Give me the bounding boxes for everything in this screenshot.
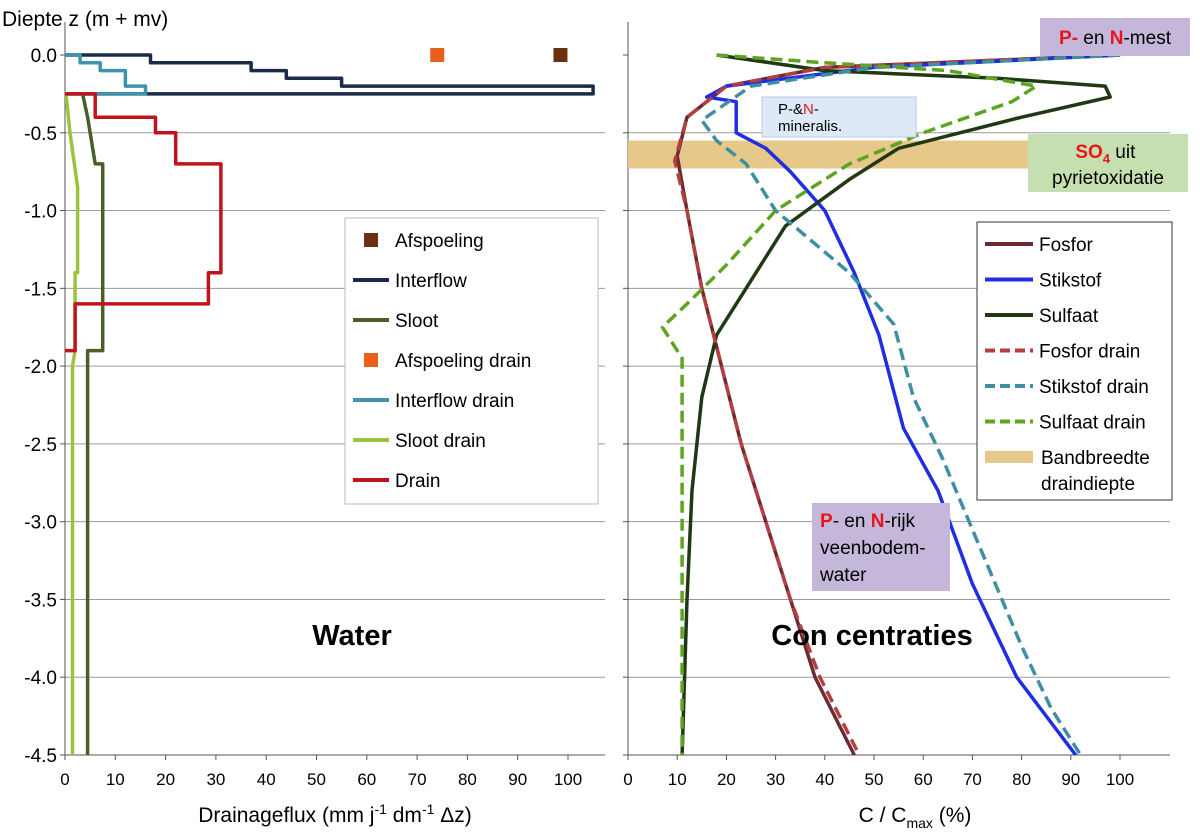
annotation-so4-box — [1028, 134, 1188, 192]
legend-label-stikstof: Stikstof — [1039, 271, 1102, 292]
annotation-mest-box — [1040, 18, 1190, 56]
water-y-tick-label: -2.0 — [24, 357, 57, 378]
conc-x-tick-label: 30 — [766, 770, 785, 789]
legend-label-fosfor: Fosfor — [1039, 235, 1094, 256]
conc-x-tick-label: 70 — [963, 770, 982, 789]
legend-label-interflow-drain: Interflow drain — [395, 391, 514, 412]
legend-label-interflow: Interflow — [395, 271, 467, 292]
water-x-tick-label: 30 — [206, 770, 225, 789]
legend-label-sloot: Sloot — [395, 311, 439, 332]
water-x-axis-title: Drainageflux (mm j-1 dm-1 Δz) — [198, 801, 472, 827]
water-x-tick-label: 20 — [156, 770, 175, 789]
water-panel-label: Water — [312, 620, 392, 652]
conc-x-ticks: 0 10 20 30 40 50 60 70 80 90 100 — [623, 755, 1134, 789]
water-series — [65, 48, 595, 755]
water-y-tick-label: -4.5 — [24, 746, 57, 767]
legend-label-stikstof-drain: Stikstof drain — [1039, 377, 1149, 398]
water-x-tick-label: 60 — [357, 770, 376, 789]
water-x-tick-label: 0 — [60, 770, 69, 789]
water-panel: 0.0-0.5-1.0-1.5-2.0-2.5-3.0-3.5-4.0-4.5 … — [24, 22, 605, 827]
legend-label-bandbreedte-draindiepte-line2: draindiepte — [1041, 474, 1135, 495]
water-legend-box — [344, 217, 599, 505]
line-sloot — [80, 93, 105, 755]
legend-label-bandbreedte-draindiepte: Bandbreedte — [1041, 448, 1150, 469]
conc-x-tick-label: 40 — [815, 770, 834, 789]
water-x-tick-label: 40 — [257, 770, 276, 789]
marker-afspoeling-drain — [430, 48, 445, 62]
legend-label-fosfor-drain: Fosfor drain — [1039, 342, 1140, 363]
water-y-tick-label: -3.5 — [24, 590, 57, 611]
water-y-tick-label: -4.0 — [24, 668, 57, 689]
water-y-tick-label: -0.5 — [24, 124, 57, 145]
water-y-tick-label: 0.0 — [31, 46, 57, 67]
conc-x-tick-label: 20 — [717, 770, 736, 789]
annotation-veen: P- en N-rijk veenbodem- water — [819, 511, 931, 586]
water-x-ticks: 0 10 20 30 40 50 60 70 80 90 100 — [60, 755, 582, 789]
water-x-tick-label: 90 — [508, 770, 527, 789]
annotation-mineralis-box — [761, 96, 917, 138]
conc-series — [660, 53, 1121, 755]
y-axis-title: Diepte z (m + mv) — [2, 8, 168, 31]
conc-x-tick-label: 50 — [865, 770, 884, 789]
conc-x-tick-label: 80 — [1012, 770, 1031, 789]
conc-x-axis-title: C / Cmax (%) — [859, 804, 972, 831]
water-x-tick-label: 80 — [458, 770, 477, 789]
water-x-tick-label: 50 — [307, 770, 326, 789]
line-sulfaat — [680, 53, 1112, 755]
legend-label-sloot-drain: Sloot drain — [395, 431, 486, 452]
legend-label-sulfaat: Sulfaat — [1039, 306, 1099, 327]
water-legend: Afspoeling Interflow Sloot Afspoeling drain… — [344, 217, 599, 505]
line-stikstof-drain — [700, 53, 1121, 755]
annotation-veen-box — [812, 503, 950, 591]
conc-panel-label: Con centraties — [771, 620, 972, 652]
legend-label-drain: Drain — [395, 471, 440, 492]
legend-label-sulfaat-drain: Sulfaat drain — [1039, 413, 1146, 434]
legend-swatch-bandbreedte-draindiepte — [985, 451, 1033, 463]
line-sulfaat-drain — [660, 53, 1039, 755]
line-interflow-drain — [65, 53, 148, 96]
water-y-tick-label: -2.5 — [24, 435, 57, 456]
line-stikstof — [704, 53, 1121, 755]
concentration-panel: 0 10 20 30 40 50 60 70 80 90 100 P- en N-mest P-&N… — [623, 18, 1190, 831]
legend-label-afspoeling-drain: Afspoeling drain — [395, 351, 531, 372]
conc-x-tick-label: 90 — [1061, 770, 1080, 789]
water-y-tick-label: -3.0 — [24, 513, 57, 534]
line-drain — [65, 92, 223, 353]
water-x-tick-label: 10 — [106, 770, 125, 789]
water-y-tick-label: -1.5 — [24, 279, 57, 300]
water-gridlines — [60, 54, 605, 756]
line-interflow — [65, 53, 595, 96]
water-y-ticks: 0.0 -0.5 -1.0 -1.5 -2.0 -2.5 -3.0 -3.5 -4.0 -4.5 — [24, 46, 57, 767]
legend-label-afspoeling: Afspoeling — [395, 231, 484, 252]
conc-x-tick-label: 10 — [668, 770, 687, 789]
water-x-tick-label: 100 — [554, 770, 582, 789]
conc-x-tick-label: 60 — [914, 770, 933, 789]
annotation-mineralis: P-&N- mineralis. — [778, 101, 842, 135]
line-sloot-drain — [65, 93, 80, 755]
conc-legend: Fosfor Stikstof Sulfaat Fosfor drain Stiksto… — [976, 221, 1173, 501]
annotation-so4: SO4 uit pyrietoxidatie — [1052, 142, 1164, 189]
legend-swatch-afspoeling-drain — [364, 353, 378, 367]
line-fosfor-drain — [672, 53, 1121, 755]
water-x-tick-label: 70 — [408, 770, 427, 789]
water-y-tick-label: -1.0 — [24, 202, 57, 223]
conc-x-tick-label: 0 — [623, 770, 632, 789]
marker-afspoeling — [553, 48, 568, 62]
conc-x-tick-label: 100 — [1106, 770, 1134, 789]
annotation-mest: P- en N-mest — [1059, 28, 1172, 49]
legend-swatch-afspoeling — [364, 233, 378, 247]
